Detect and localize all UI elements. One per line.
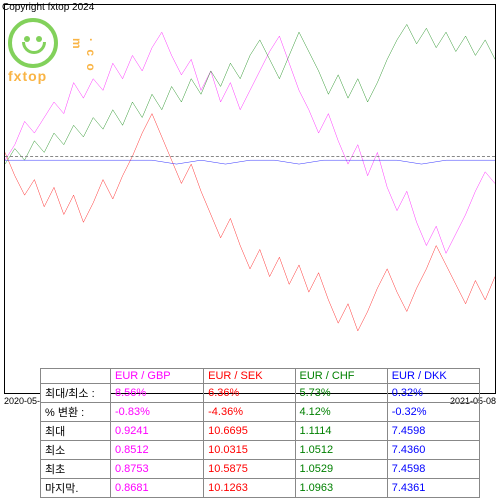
table-cell: 1.1114 (295, 422, 387, 441)
table-cell: -0.32% (387, 403, 479, 422)
table-corner (41, 369, 111, 384)
table-cell: -0.83% (111, 403, 204, 422)
chart-baseline (5, 156, 495, 157)
data-table: EUR / GBPEUR / SEKEUR / CHFEUR / DKK 최대/최… (40, 368, 480, 498)
table-cell: -4.36% (204, 403, 295, 422)
column-header: EUR / GBP (111, 369, 204, 384)
table-cell: 0.8512 (111, 441, 204, 460)
table-cell: 7.4361 (387, 479, 479, 498)
table-cell: 8.56% (111, 384, 204, 403)
column-header: EUR / CHF (295, 369, 387, 384)
row-label: 최대 (41, 422, 111, 441)
column-header: EUR / DKK (387, 369, 479, 384)
copyright-text: Copyright fxtop 2024 (2, 2, 94, 13)
series-line (5, 114, 495, 331)
row-label: 최대/최소 : (41, 384, 111, 403)
series-line (5, 160, 495, 164)
table-cell: 1.0529 (295, 460, 387, 479)
table-cell: 0.9241 (111, 422, 204, 441)
summary-table: EUR / GBPEUR / SEKEUR / CHFEUR / DKK 최대/최… (40, 368, 480, 498)
table-cell: 10.6695 (204, 422, 295, 441)
table-cell: 1.0963 (295, 479, 387, 498)
table-cell: 7.4360 (387, 441, 479, 460)
table-cell: 7.4598 (387, 422, 479, 441)
table-cell: 10.0315 (204, 441, 295, 460)
row-label: 최초 (41, 460, 111, 479)
table-cell: 10.5875 (204, 460, 295, 479)
column-header: EUR / SEK (204, 369, 295, 384)
row-label: % 변환 : (41, 403, 111, 422)
watermark-brand: fxtop (8, 68, 58, 84)
table-cell: 7.4598 (387, 460, 479, 479)
table-cell: 0.8753 (111, 460, 204, 479)
table-cell: 0.32% (387, 384, 479, 403)
watermark-logo: · c o m fxtop (8, 18, 58, 84)
row-label: 마지막. (41, 479, 111, 498)
table-cell: 5.73% (295, 384, 387, 403)
table-cell: 1.0512 (295, 441, 387, 460)
table-cell: 10.1263 (204, 479, 295, 498)
table-cell: 4.12% (295, 403, 387, 422)
table-cell: 6.36% (204, 384, 295, 403)
table-cell: 0.8681 (111, 479, 204, 498)
row-label: 최소 (41, 441, 111, 460)
